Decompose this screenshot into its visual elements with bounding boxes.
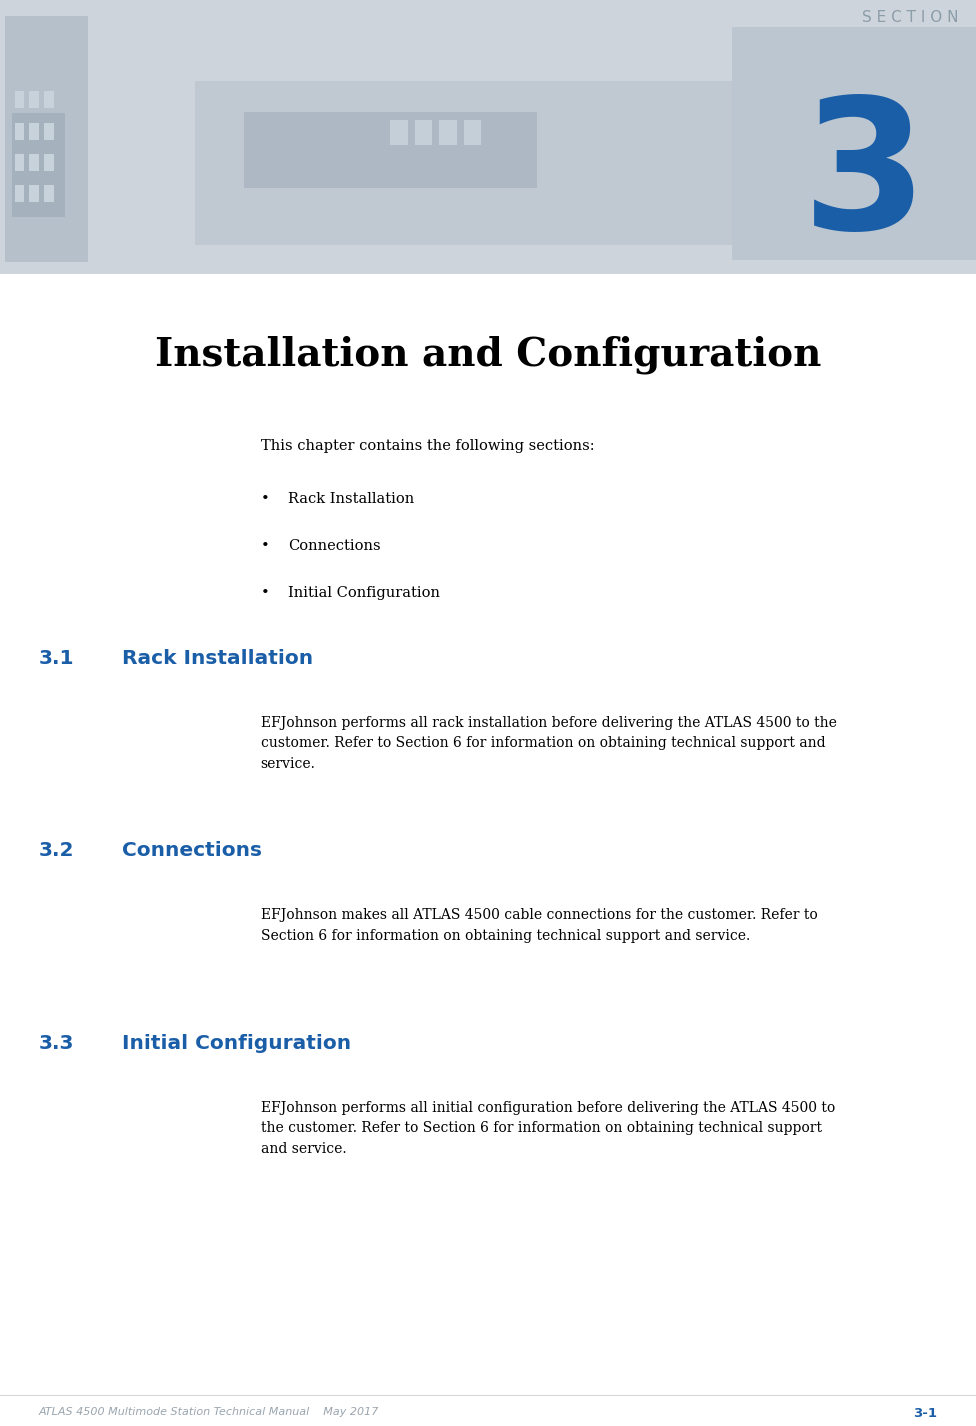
Bar (0, 0, 976, 274)
Text: Rack Installation: Rack Installation (288, 492, 414, 506)
Bar (15, 91, 24, 108)
Bar (29, 91, 39, 108)
Text: •: • (261, 492, 269, 506)
Bar (44, 123, 54, 140)
Bar (390, 120, 408, 145)
Bar (464, 120, 481, 145)
Bar (244, 111, 537, 188)
Bar (15, 185, 24, 202)
Text: Initial Configuration: Initial Configuration (122, 1034, 351, 1052)
Text: EFJohnson makes all ATLAS 4500 cable connections for the customer. Refer to
Sect: EFJohnson makes all ATLAS 4500 cable con… (261, 908, 817, 943)
Bar (15, 154, 24, 171)
Text: Installation and Configuration: Installation and Configuration (155, 335, 821, 374)
Bar (415, 120, 432, 145)
Text: 3.3: 3.3 (39, 1034, 74, 1052)
Bar (195, 81, 732, 245)
Bar (12, 113, 65, 217)
Text: •: • (261, 586, 269, 600)
Text: 3.2: 3.2 (39, 841, 74, 860)
Bar (44, 185, 54, 202)
Text: Connections: Connections (122, 841, 262, 860)
Text: Connections: Connections (288, 539, 381, 553)
Bar (44, 91, 54, 108)
Text: This chapter contains the following sections:: This chapter contains the following sect… (261, 439, 594, 453)
Bar (29, 123, 39, 140)
Text: Rack Installation: Rack Installation (122, 649, 313, 667)
Text: EFJohnson performs all rack installation before delivering the ATLAS 4500 to the: EFJohnson performs all rack installation… (261, 716, 836, 771)
Text: ATLAS 4500 Multimode Station Technical Manual    May 2017: ATLAS 4500 Multimode Station Technical M… (39, 1407, 380, 1417)
Text: •: • (261, 539, 269, 553)
Text: S E C T I O N: S E C T I O N (862, 10, 958, 26)
Text: Initial Configuration: Initial Configuration (288, 586, 440, 600)
Bar (5, 16, 88, 262)
Bar (439, 120, 457, 145)
Bar (732, 27, 976, 260)
Bar (29, 154, 39, 171)
Bar (44, 154, 54, 171)
Text: EFJohnson performs all initial configuration before delivering the ATLAS 4500 to: EFJohnson performs all initial configura… (261, 1101, 834, 1156)
Bar (15, 123, 24, 140)
Text: 3.1: 3.1 (39, 649, 74, 667)
Text: 3-1: 3-1 (913, 1407, 937, 1420)
Bar (29, 185, 39, 202)
Text: 3: 3 (801, 91, 927, 267)
